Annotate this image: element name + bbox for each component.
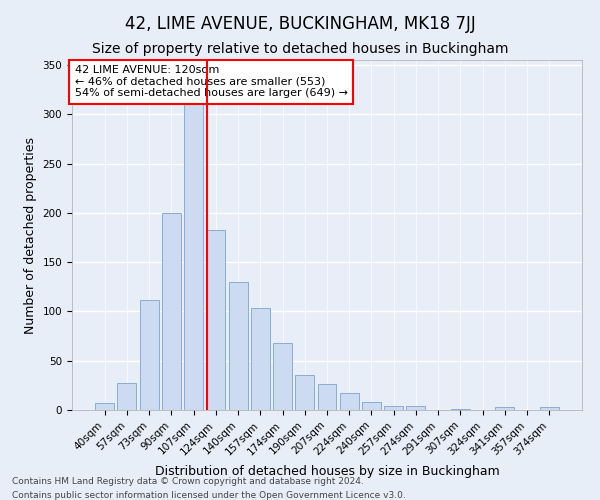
Y-axis label: Number of detached properties: Number of detached properties xyxy=(24,136,37,334)
Bar xyxy=(95,403,114,410)
Bar xyxy=(295,376,314,410)
Text: Size of property relative to detached houses in Buckingham: Size of property relative to detached ho… xyxy=(92,42,508,56)
Text: 42, LIME AVENUE, BUCKINGHAM, MK18 7JJ: 42, LIME AVENUE, BUCKINGHAM, MK18 7JJ xyxy=(125,15,475,33)
Bar xyxy=(496,407,514,410)
Bar xyxy=(118,384,136,410)
Bar xyxy=(273,343,292,410)
Bar xyxy=(406,406,425,410)
X-axis label: Distribution of detached houses by size in Buckingham: Distribution of detached houses by size … xyxy=(155,465,499,478)
Bar xyxy=(540,407,559,410)
Bar xyxy=(384,406,403,410)
Bar xyxy=(317,384,337,410)
Bar xyxy=(206,230,225,410)
Bar xyxy=(451,409,470,410)
Text: Contains HM Land Registry data © Crown copyright and database right 2024.: Contains HM Land Registry data © Crown c… xyxy=(12,478,364,486)
Bar xyxy=(229,282,248,410)
Bar xyxy=(251,308,270,410)
Text: 42 LIME AVENUE: 120sqm
← 46% of detached houses are smaller (553)
54% of semi-de: 42 LIME AVENUE: 120sqm ← 46% of detached… xyxy=(74,66,347,98)
Bar xyxy=(340,393,359,410)
Text: Contains public sector information licensed under the Open Government Licence v3: Contains public sector information licen… xyxy=(12,491,406,500)
Bar xyxy=(140,300,158,410)
Bar xyxy=(184,94,203,410)
Bar xyxy=(162,213,181,410)
Bar xyxy=(362,402,381,410)
